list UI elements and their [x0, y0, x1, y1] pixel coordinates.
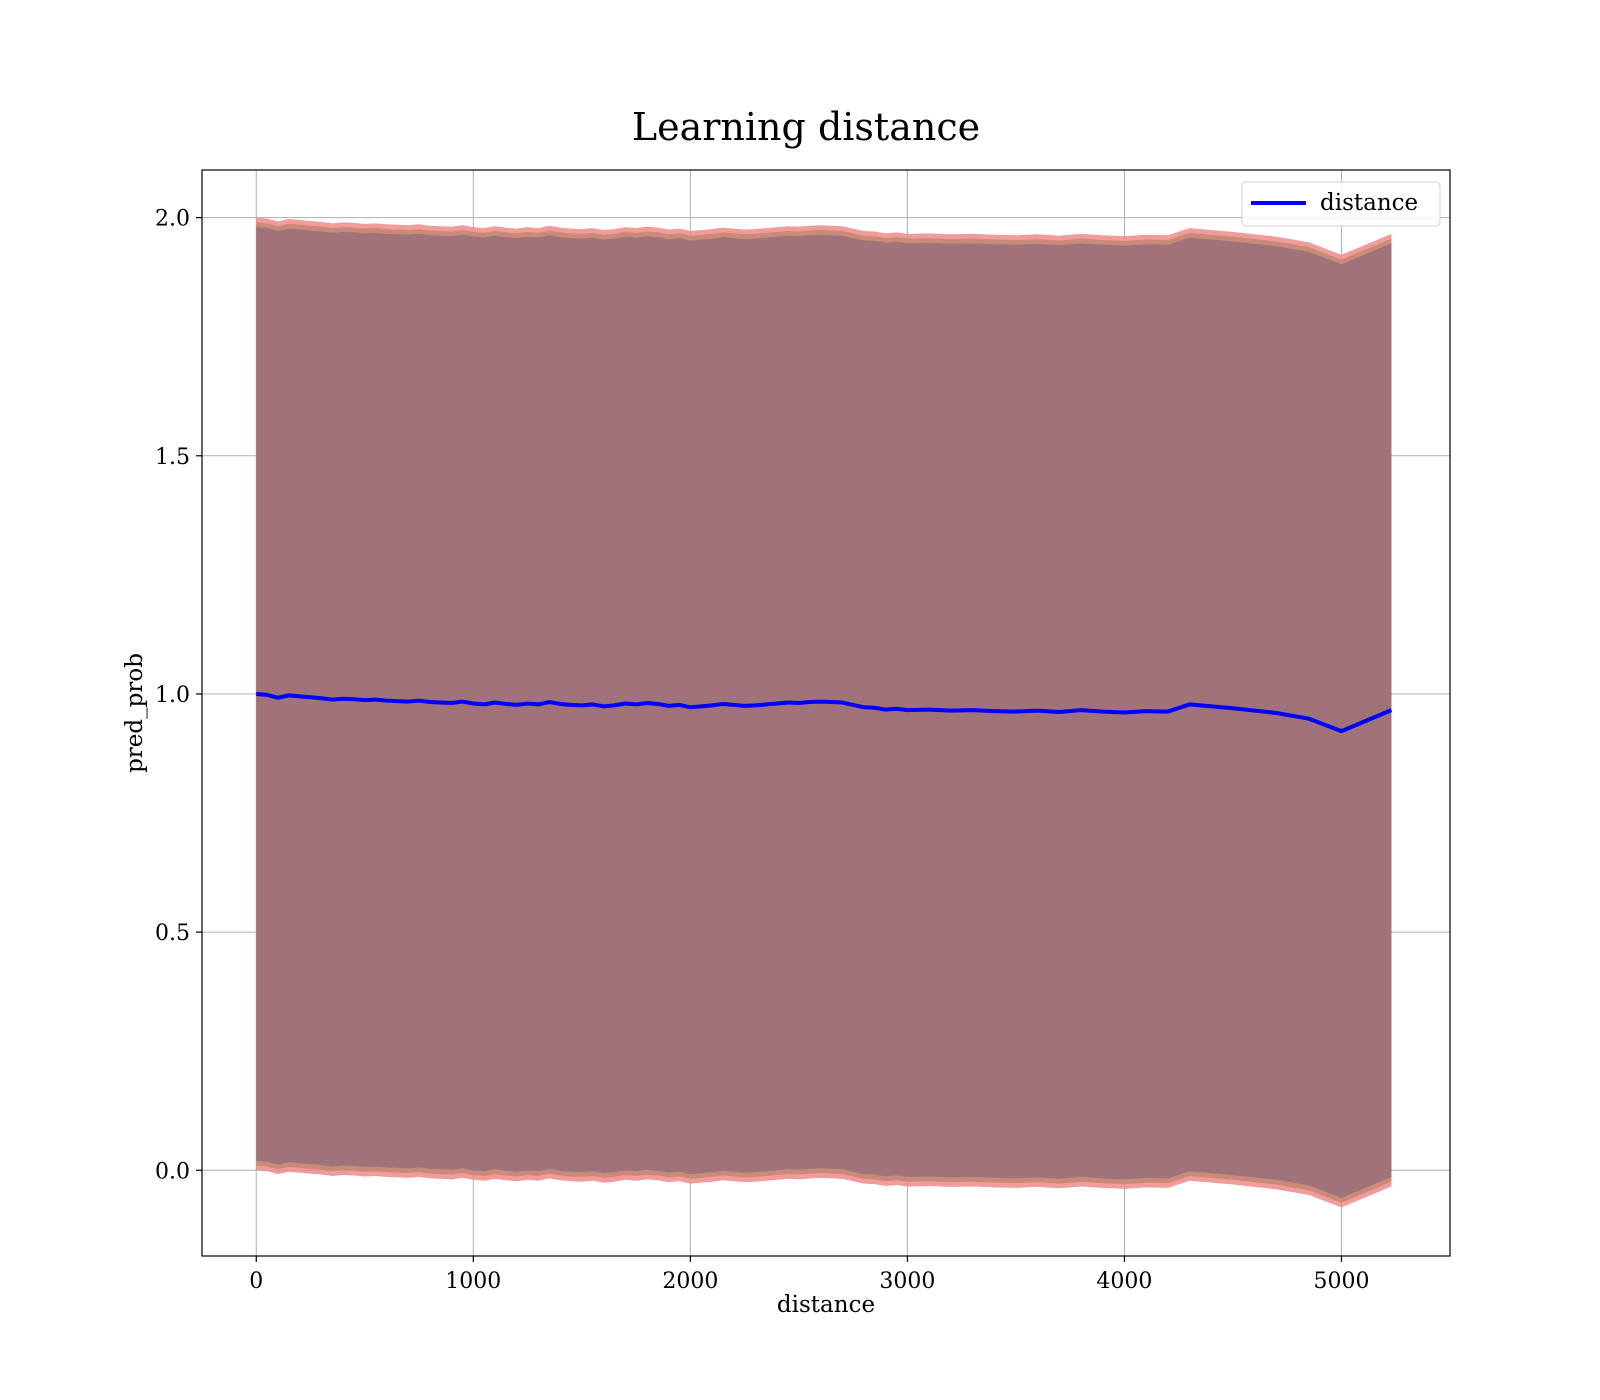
- y-axis-ticks: 0.0 0.5 1.0 1.5 2.0: [155, 207, 202, 1184]
- x-tick-label: 1000: [445, 1269, 501, 1294]
- x-tick-label: 3000: [879, 1269, 935, 1294]
- series-lines: [256, 691, 1393, 734]
- x-axis-ticks: 0 1000 2000 3000 4000 5000: [249, 1256, 1369, 1294]
- x-tick-label: 4000: [1096, 1269, 1152, 1294]
- y-tick-label: 2.0: [155, 207, 190, 232]
- x-tick-label: 2000: [662, 1269, 718, 1294]
- x-axis-label: distance: [777, 1292, 875, 1318]
- confidence-band: [256, 217, 1392, 1208]
- series-line-distance: [256, 691, 1393, 734]
- y-tick-label: 0.0: [155, 1159, 190, 1184]
- legend-label-distance: distance: [1320, 190, 1418, 216]
- y-tick-label: 1.0: [155, 683, 190, 708]
- chart-title: Learning distance: [632, 105, 980, 149]
- legend-box: [1241, 181, 1441, 227]
- band-inner: [256, 227, 1392, 1198]
- y-axis-label: pred_prob: [122, 653, 148, 773]
- plot-frame: [201, 169, 1451, 1257]
- x-tick-label: 0: [249, 1269, 263, 1294]
- y-tick-label: 0.5: [155, 921, 190, 946]
- legend: distance: [1241, 181, 1441, 227]
- x-tick-label: 5000: [1313, 1269, 1369, 1294]
- y-tick-label: 1.5: [155, 445, 190, 470]
